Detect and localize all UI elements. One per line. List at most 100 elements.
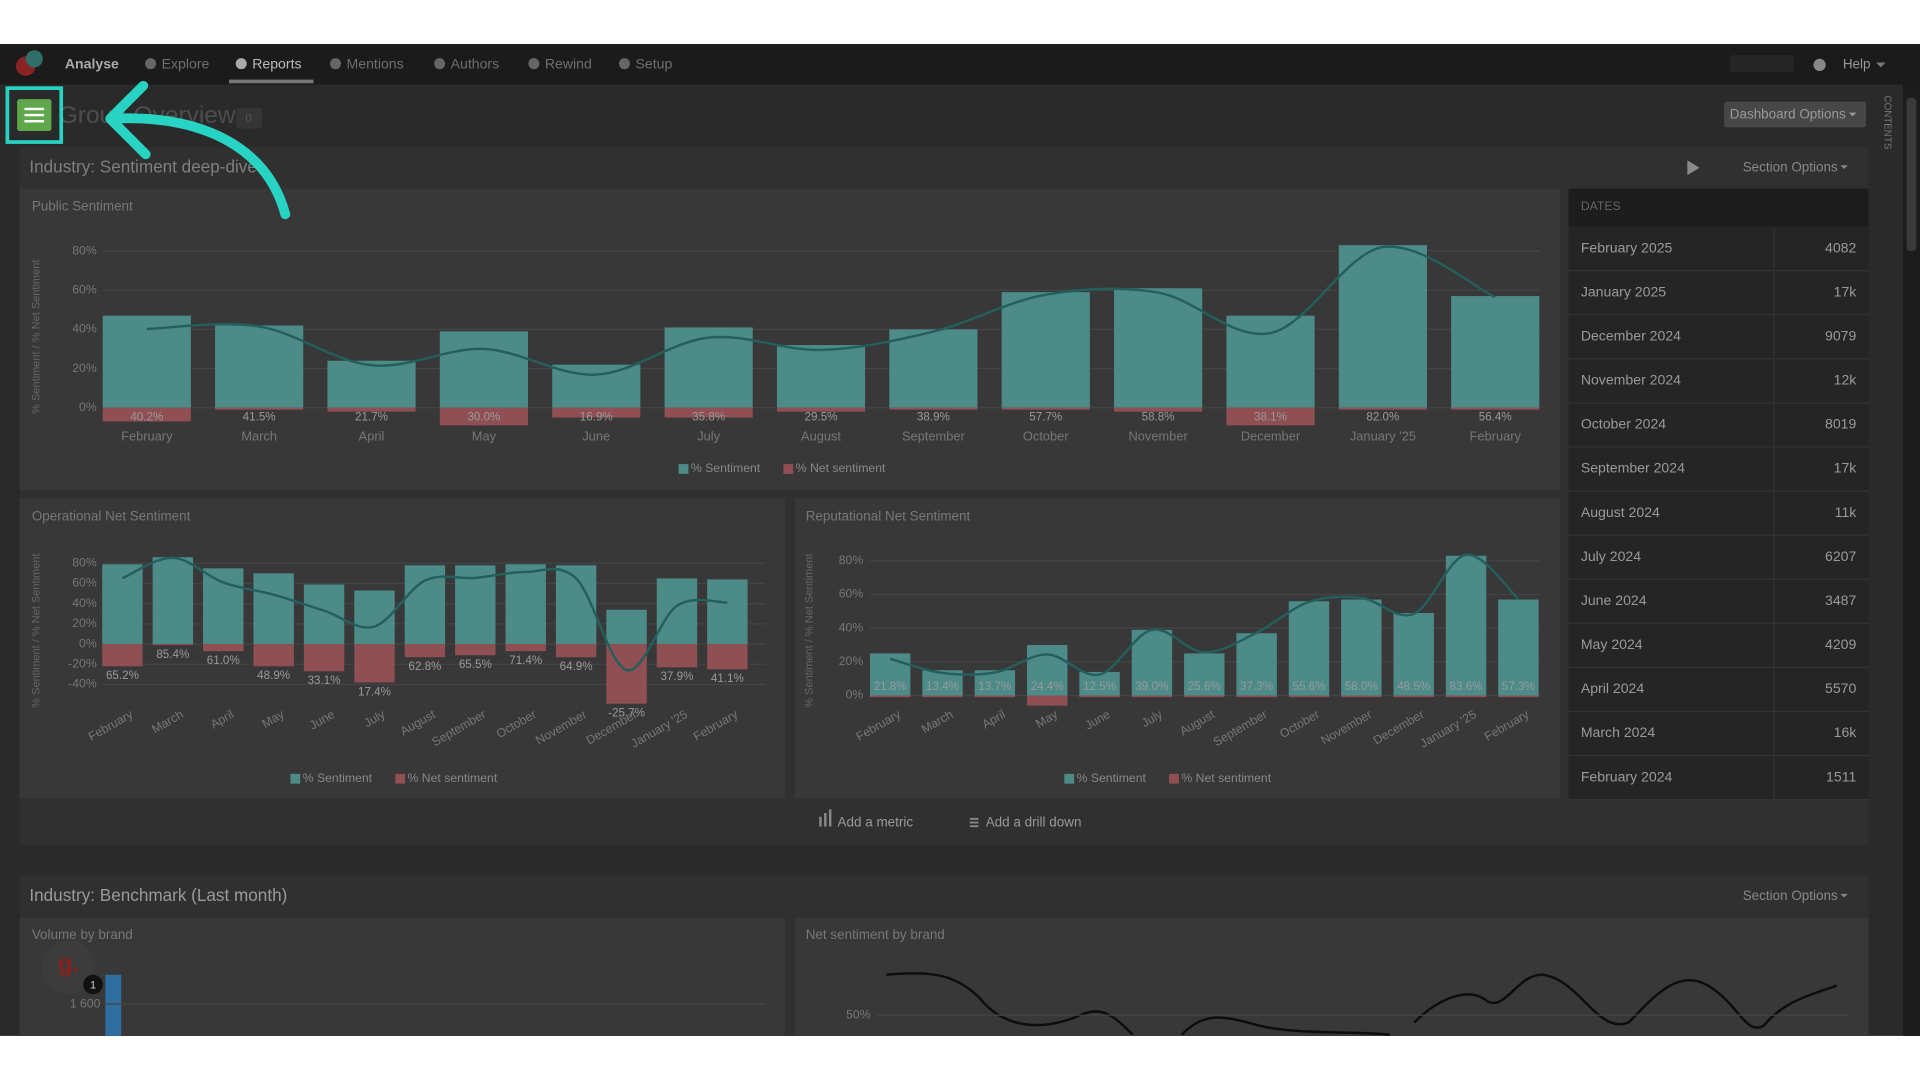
table-row[interactable]: [1568, 712, 1869, 756]
assistant-button[interactable]: [41, 940, 96, 995]
bar: [152, 557, 194, 645]
bar: [889, 407, 978, 410]
scrollbar[interactable]: [1902, 84, 1920, 1036]
active-tab-underline: [228, 79, 314, 84]
bar: [404, 644, 446, 658]
bar: [1131, 629, 1173, 696]
help-link[interactable]: Help: [1843, 56, 1871, 71]
y-tick-label: 50%: [846, 1007, 871, 1021]
x-tick-label: April: [359, 429, 385, 444]
y-tick-label: -40%: [68, 677, 97, 691]
date-label: March 2024: [1581, 724, 1656, 740]
y-tick-label: 80%: [72, 555, 97, 569]
table-row[interactable]: [1568, 580, 1869, 624]
nav-item[interactable]: Authors: [451, 56, 500, 72]
bar: [1393, 613, 1434, 696]
table-row[interactable]: [1568, 360, 1869, 403]
nav-item[interactable]: Mentions: [347, 56, 404, 72]
chart-title: Operational Net Sentiment: [32, 508, 191, 523]
scroll-thumb[interactable]: [1906, 97, 1917, 252]
value-label: 21.7%: [355, 411, 388, 424]
value-label: 48.5%: [1397, 680, 1430, 693]
bar: [1184, 695, 1225, 698]
logo: [25, 50, 43, 68]
date-count: 11k: [1835, 504, 1858, 520]
nav-item[interactable]: Explore: [162, 56, 210, 72]
badge-text: 0: [246, 113, 252, 125]
bar: [303, 584, 345, 645]
value-label: 65.5%: [459, 658, 492, 671]
value-label: 40.2%: [130, 411, 163, 424]
table-row[interactable]: [1568, 315, 1869, 359]
date-label: May 2024: [1581, 636, 1643, 652]
bar: [656, 578, 698, 645]
bar: [455, 644, 496, 656]
value-label: 24.4%: [1031, 680, 1064, 693]
nav-item[interactable]: Setup: [636, 56, 673, 72]
add-drill-down[interactable]: Add a drill down: [986, 814, 1082, 829]
value-label: 64.9%: [560, 660, 593, 673]
contents-tab[interactable]: CONTENTS: [1881, 96, 1892, 150]
bar: [102, 644, 143, 667]
y-tick-label: 20%: [72, 361, 97, 375]
help-icon: [1813, 58, 1826, 72]
nav-item[interactable]: Rewind: [545, 56, 592, 72]
date-count: 4082: [1825, 239, 1856, 255]
legend-swatch: [1169, 773, 1179, 784]
table-row[interactable]: [1568, 492, 1869, 536]
table-row[interactable]: [1568, 756, 1869, 800]
chart-title: Net sentiment by brand: [806, 927, 945, 942]
date-label: November 2024: [1581, 372, 1681, 388]
nav-icon: [434, 58, 446, 70]
bar: [1338, 407, 1427, 410]
bar: [1393, 695, 1434, 698]
value-label: 17.4%: [358, 685, 391, 698]
chart-title: Volume by brand: [32, 927, 133, 942]
value-label: 13.4%: [926, 680, 959, 693]
metric-icon: [828, 809, 832, 827]
value-label: 55.6%: [1293, 680, 1326, 693]
legend-swatch: [783, 464, 794, 474]
menu-icon-line: [24, 120, 45, 123]
add-metric[interactable]: Add a metric: [838, 814, 914, 829]
table-row[interactable]: [1568, 227, 1869, 271]
table-row[interactable]: [1568, 448, 1869, 492]
dates-header: [1568, 188, 1869, 227]
table-row[interactable]: [1568, 668, 1869, 712]
legend-label: % Net sentiment: [1181, 771, 1271, 785]
section-options[interactable]: Section Options: [1743, 159, 1838, 174]
y-tick-label: 60%: [839, 587, 864, 601]
bar: [1079, 671, 1120, 696]
x-tick-label: August: [801, 429, 841, 444]
nav-icon: [235, 58, 247, 70]
date-count: 12k: [1834, 372, 1858, 388]
dashboard-options-button[interactable]: [1724, 101, 1867, 128]
bar: [776, 345, 866, 408]
bar: [1114, 407, 1203, 412]
section-options[interactable]: Section Options: [1743, 888, 1838, 903]
date-label: October 2024: [1581, 416, 1666, 432]
x-tick-label: May: [472, 429, 497, 444]
value-label: 57.3%: [1502, 680, 1535, 693]
play-button[interactable]: [1687, 160, 1700, 176]
table-row[interactable]: [1568, 536, 1869, 580]
nav-item[interactable]: Analyse: [65, 56, 119, 72]
table-row[interactable]: [1568, 624, 1869, 668]
date-label: June 2024: [1581, 592, 1647, 608]
bar: [1338, 245, 1427, 408]
nav-item[interactable]: Reports: [252, 56, 301, 72]
table-row[interactable]: [1568, 404, 1869, 447]
bar: [1114, 288, 1203, 408]
date-count: 4209: [1825, 636, 1856, 652]
metric-icon: [819, 816, 822, 827]
y-tick-label: 0%: [79, 400, 97, 414]
legend-label: % Sentiment: [1077, 771, 1147, 785]
bar: [1445, 555, 1487, 696]
nav-icon: [618, 58, 630, 70]
table-row[interactable]: [1568, 271, 1869, 315]
bar: [656, 644, 698, 668]
notification-badge: [83, 974, 103, 995]
value-label: 58.0%: [1345, 680, 1378, 693]
y-tick-label: 80%: [72, 243, 97, 257]
y-tick-label: 0%: [79, 636, 97, 650]
